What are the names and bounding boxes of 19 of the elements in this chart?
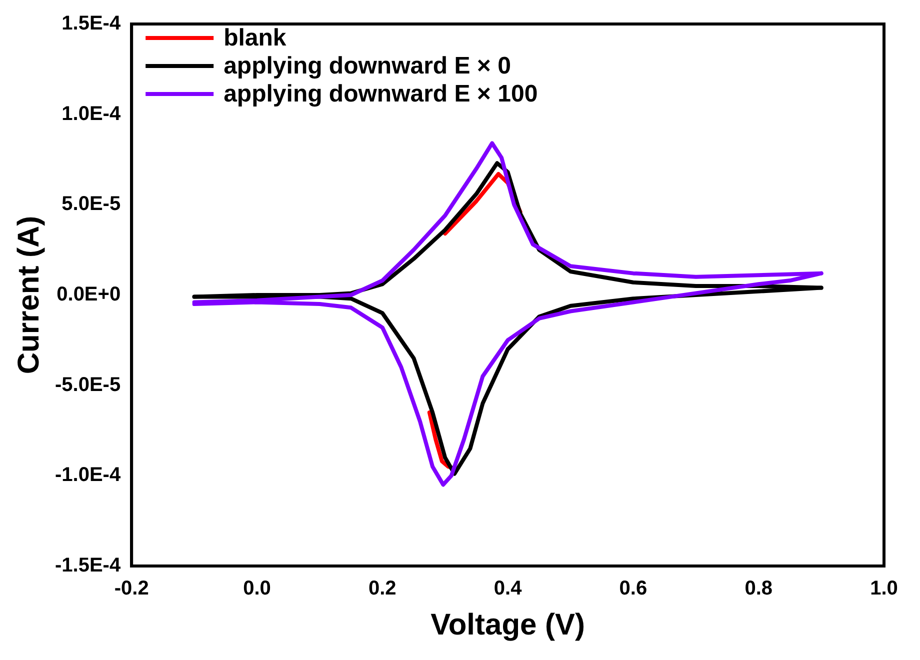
y-tick-label: 1.0E-4 — [62, 102, 122, 125]
legend-label: applying downward E × 0 — [224, 52, 511, 80]
x-tick-label: -0.2 — [114, 578, 149, 600]
y-axis-title: Current (A) — [12, 216, 46, 374]
legend-label: applying downward E × 100 — [224, 80, 538, 108]
y-tick-label: 5.0E-5 — [62, 193, 121, 216]
x-axis-title: Voltage (V) — [430, 608, 586, 642]
legend-label: blank — [224, 24, 287, 52]
x-tick-label: 0.2 — [368, 578, 396, 600]
x-tick-label: 0.0 — [243, 578, 271, 600]
y-tick-label: -1.5E-4 — [54, 554, 122, 577]
y-tick-label: 0.0E+0 — [56, 284, 121, 306]
x-tick-label: 0.8 — [744, 578, 773, 600]
y-tick-label: -5.0E-5 — [54, 374, 121, 396]
x-tick-label: 0.6 — [619, 578, 648, 600]
y-tick-label: -1.0E-4 — [54, 464, 122, 486]
x-tick-label: 0.4 — [494, 578, 523, 600]
x-tick-label: 1.0 — [870, 578, 898, 600]
y-tick-label: 1.5E-4 — [62, 12, 122, 35]
